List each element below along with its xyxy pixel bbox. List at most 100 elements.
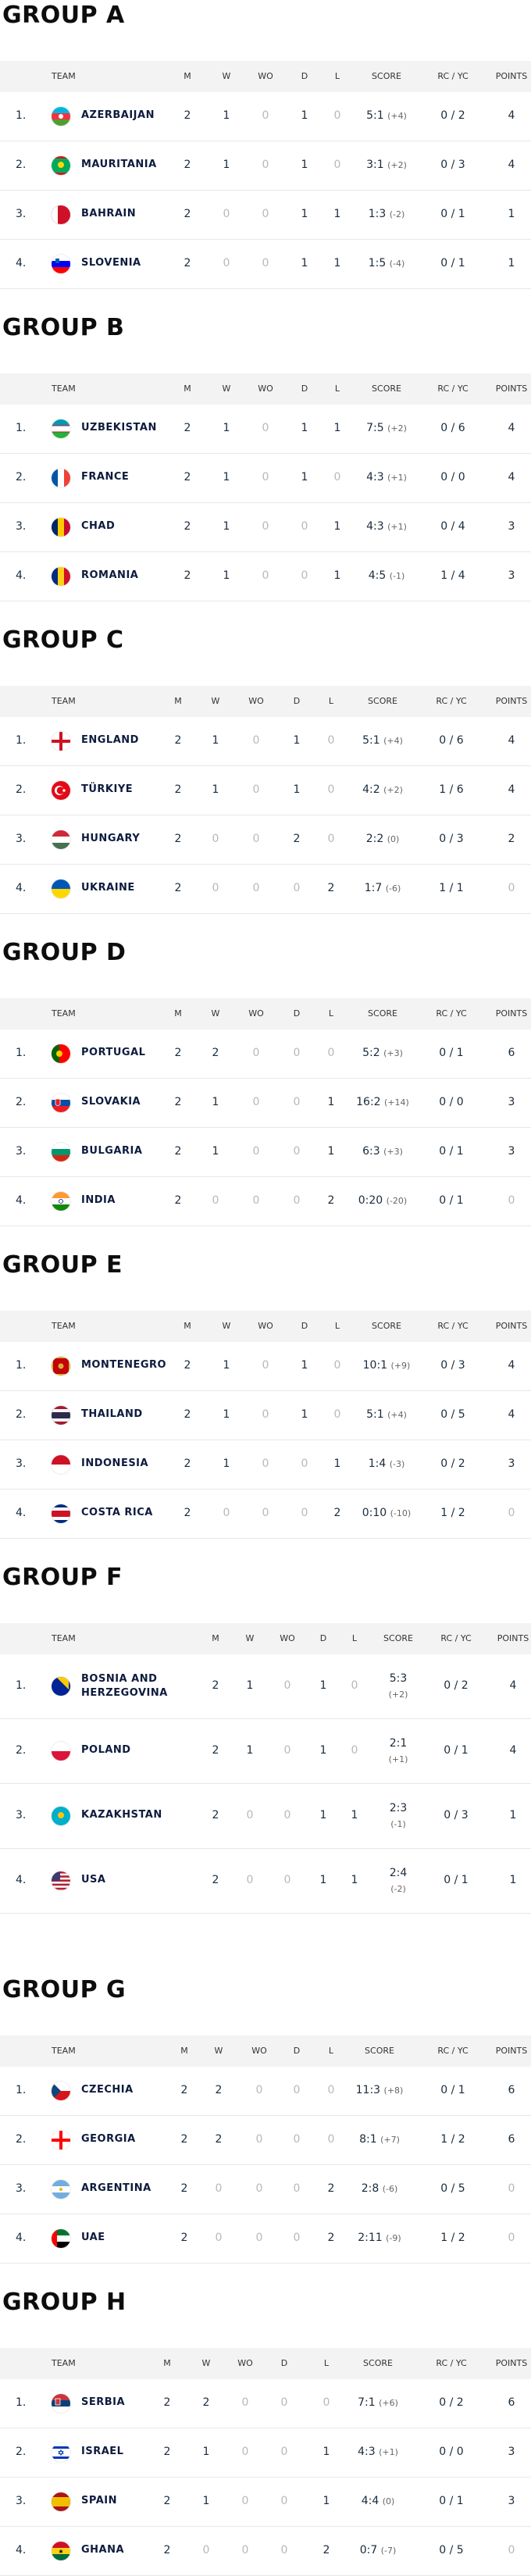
header-team[interactable]: TEAM bbox=[52, 384, 76, 394]
table-row[interactable]: 4. GHANA 2 0 0 0 2 0:7 (-7) 0 / 5 0 bbox=[0, 2527, 531, 2576]
team-name[interactable]: CZECHIA bbox=[81, 2084, 134, 2096]
header-points[interactable]: POINTS bbox=[495, 2046, 528, 2056]
table-row[interactable]: 3. KAZAKHSTAN 2 0 0 1 1 2:3 (-1) 0 / 3 1 bbox=[0, 1784, 531, 1849]
header-d[interactable]: D bbox=[293, 696, 301, 706]
table-row[interactable]: 1. UZBEKISTAN 2 1 0 1 1 7:5 (+2) 0 / 6 4 bbox=[0, 405, 531, 454]
header-wo[interactable]: WO bbox=[248, 1008, 264, 1019]
team-name[interactable]: ISRAEL bbox=[81, 2446, 124, 2457]
team-name[interactable]: GEORGIA bbox=[81, 2133, 136, 2145]
team-name[interactable]: MAURITANIA bbox=[81, 159, 157, 170]
team-name[interactable]: ARGENTINA bbox=[81, 2182, 151, 2194]
header-team[interactable]: TEAM bbox=[52, 1633, 76, 1643]
header-wo[interactable]: WO bbox=[251, 2046, 267, 2056]
table-row[interactable]: 2. MAURITANIA 2 1 0 1 0 3:1 (+2) 0 / 3 4 bbox=[0, 141, 531, 191]
table-row[interactable]: 1. SERBIA 2 2 0 0 0 7:1 (+6) 0 / 2 6 bbox=[0, 2379, 531, 2428]
header-points[interactable]: POINTS bbox=[495, 1008, 528, 1019]
table-row[interactable]: 2. GEORGIA 2 2 0 0 0 8:1 (+7) 1 / 2 6 bbox=[0, 2116, 531, 2165]
header-points[interactable]: POINTS bbox=[495, 2358, 528, 2368]
table-row[interactable]: 2. FRANCE 2 1 0 1 0 4:3 (+1) 0 / 0 4 bbox=[0, 454, 531, 503]
team-name[interactable]: UAE bbox=[81, 2232, 105, 2243]
header-l[interactable]: L bbox=[328, 1008, 334, 1019]
table-row[interactable]: 4. UKRAINE 2 0 0 0 2 1:7 (-6) 1 / 1 0 bbox=[0, 865, 531, 914]
header-rcyc[interactable]: RC / YC bbox=[440, 1633, 472, 1643]
table-row[interactable]: 1. AZERBAIJAN 2 1 0 1 0 5:1 (+4) 0 / 2 4 bbox=[0, 92, 531, 141]
table-row[interactable]: 4. COSTA RICA 2 0 0 0 2 0:10 (-10) 1 / 2 0 bbox=[0, 1490, 531, 1539]
header-score[interactable]: SCORE bbox=[363, 2358, 393, 2368]
table-row[interactable]: 2. THAILAND 2 1 0 1 0 5:1 (+4) 0 / 5 4 bbox=[0, 1391, 531, 1440]
header-wo[interactable]: WO bbox=[258, 71, 273, 81]
team-name[interactable]: SPAIN bbox=[81, 2495, 117, 2506]
team-name[interactable]: UKRAINE bbox=[81, 882, 135, 894]
team-name[interactable]: ROMANIA bbox=[81, 569, 139, 581]
team-name[interactable]: FRANCE bbox=[81, 471, 130, 483]
header-l[interactable]: L bbox=[334, 1321, 340, 1331]
header-l[interactable]: L bbox=[334, 384, 340, 394]
table-row[interactable]: 1. MONTENEGRO 2 1 0 1 0 10:1 (+9) 0 / 3 4 bbox=[0, 1342, 531, 1391]
header-d[interactable]: D bbox=[293, 2046, 301, 2056]
team-name[interactable]: INDONESIA bbox=[81, 1457, 149, 1469]
team-name[interactable]: BULGARIA bbox=[81, 1145, 143, 1157]
header-team[interactable]: TEAM bbox=[52, 2358, 76, 2368]
header-score[interactable]: SCORE bbox=[365, 2046, 394, 2056]
header-score[interactable]: SCORE bbox=[368, 1008, 397, 1019]
team-name[interactable]: BAHRAIN bbox=[81, 208, 137, 219]
header-m[interactable]: M bbox=[184, 384, 191, 394]
header-score[interactable]: SCORE bbox=[372, 384, 401, 394]
header-w[interactable]: W bbox=[211, 1008, 220, 1019]
table-row[interactable]: 3. SPAIN 2 1 0 0 1 4:4 (0) 0 / 1 3 bbox=[0, 2478, 531, 2527]
header-wo[interactable]: WO bbox=[248, 696, 264, 706]
header-team[interactable]: TEAM bbox=[52, 1008, 76, 1019]
header-d[interactable]: D bbox=[293, 1008, 301, 1019]
team-name[interactable]: BOSNIA AND HERZEGOVINA bbox=[81, 1673, 168, 1699]
table-row[interactable]: 3. HUNGARY 2 0 0 2 0 2:2 (0) 0 / 3 2 bbox=[0, 815, 531, 865]
header-points[interactable]: POINTS bbox=[495, 71, 528, 81]
header-w[interactable]: W bbox=[222, 384, 231, 394]
team-name[interactable]: ENGLAND bbox=[81, 734, 139, 746]
header-team[interactable]: TEAM bbox=[52, 696, 76, 706]
header-w[interactable]: W bbox=[222, 71, 231, 81]
header-rcyc[interactable]: RC / YC bbox=[437, 384, 469, 394]
header-l[interactable]: L bbox=[334, 71, 340, 81]
header-d[interactable]: D bbox=[319, 1633, 327, 1643]
header-rcyc[interactable]: RC / YC bbox=[437, 71, 469, 81]
header-score[interactable]: SCORE bbox=[368, 696, 397, 706]
table-row[interactable]: 3. BAHRAIN 2 0 0 1 1 1:3 (-2) 0 / 1 1 bbox=[0, 191, 531, 240]
team-name[interactable]: THAILAND bbox=[81, 1408, 143, 1420]
table-row[interactable]: 4. ROMANIA 2 1 0 0 1 4:5 (-1) 1 / 4 3 bbox=[0, 552, 531, 601]
table-row[interactable]: 1. BOSNIA AND HERZEGOVINA 2 1 0 1 0 5:3 (+2) 0 / … bbox=[0, 1654, 531, 1719]
header-m[interactable]: M bbox=[180, 2046, 188, 2056]
team-name[interactable]: SERBIA bbox=[81, 2396, 126, 2408]
header-team[interactable]: TEAM bbox=[52, 2046, 76, 2056]
header-w[interactable]: W bbox=[214, 2046, 223, 2056]
header-score[interactable]: SCORE bbox=[383, 1633, 413, 1643]
team-name[interactable]: TÜRKIYE bbox=[81, 783, 134, 795]
header-m[interactable]: M bbox=[184, 1321, 191, 1331]
team-name[interactable]: KAZAKHSTAN bbox=[81, 1809, 162, 1821]
header-team[interactable]: TEAM bbox=[52, 1321, 76, 1331]
table-row[interactable]: 4. INDIA 2 0 0 0 2 0:20 (-20) 0 / 1 0 bbox=[0, 1177, 531, 1226]
header-w[interactable]: W bbox=[211, 696, 220, 706]
table-row[interactable]: 4. UAE 2 0 0 0 2 2:11 (-9) 1 / 2 0 bbox=[0, 2214, 531, 2264]
header-d[interactable]: D bbox=[301, 71, 308, 81]
header-w[interactable]: W bbox=[201, 2358, 211, 2368]
header-l[interactable]: L bbox=[328, 696, 334, 706]
team-name[interactable]: AZERBAIJAN bbox=[81, 109, 155, 121]
header-l[interactable]: L bbox=[323, 2358, 330, 2368]
header-d[interactable]: D bbox=[280, 2358, 288, 2368]
header-rcyc[interactable]: RC / YC bbox=[437, 1321, 469, 1331]
team-name[interactable]: CHAD bbox=[81, 520, 116, 532]
header-wo[interactable]: WO bbox=[237, 2358, 253, 2368]
table-row[interactable]: 2. ISRAEL 2 1 0 0 1 4:3 (+1) 0 / 0 3 bbox=[0, 2428, 531, 2478]
header-points[interactable]: POINTS bbox=[495, 696, 528, 706]
team-name[interactable]: INDIA bbox=[81, 1194, 116, 1206]
team-name[interactable]: SLOVAKIA bbox=[81, 1096, 141, 1108]
header-m[interactable]: M bbox=[174, 1008, 182, 1019]
header-w[interactable]: W bbox=[245, 1633, 255, 1643]
header-m[interactable]: M bbox=[212, 1633, 219, 1643]
team-name[interactable]: UZBEKISTAN bbox=[81, 422, 157, 433]
header-d[interactable]: D bbox=[301, 384, 308, 394]
table-row[interactable]: 2. POLAND 2 1 0 1 0 2:1 (+1) 0 / 1 4 bbox=[0, 1719, 531, 1784]
team-name[interactable]: GHANA bbox=[81, 2544, 125, 2556]
header-rcyc[interactable]: RC / YC bbox=[436, 696, 467, 706]
header-points[interactable]: POINTS bbox=[497, 1633, 529, 1643]
